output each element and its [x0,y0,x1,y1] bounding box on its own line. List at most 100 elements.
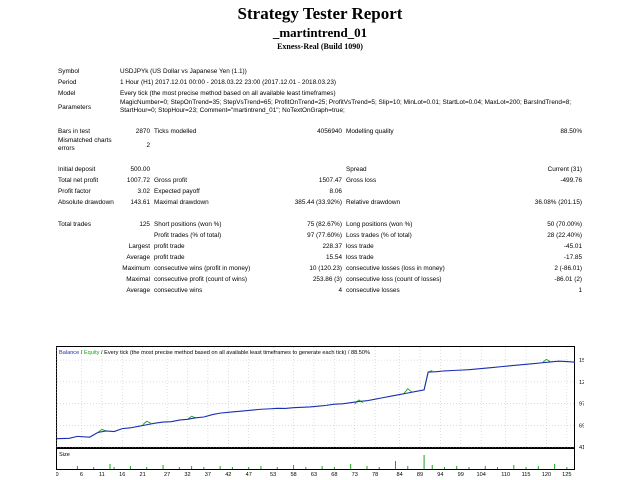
parameters-label: Parameters [58,103,92,111]
maximum-label: Maximum [122,265,150,272]
cons-losses-money-value: 2 (-86.01) [554,265,583,272]
equity-spike [187,415,196,420]
average-profit-label: profit trade [154,254,185,261]
profit-trades-value: 97 (77.60%) [307,232,342,239]
largest-loss-label: loss trade [346,243,374,250]
equity-spike [97,428,107,433]
largest-profit-value: 228.37 [322,243,342,250]
model-label: Model [58,90,76,97]
largest-loss-value: -45.01 [563,243,583,250]
row-maximum: Maximum consecutive wins (profit in mone… [56,263,584,274]
cons-profit-count-value: 253.86 (3) [312,276,342,283]
x-tick-label: 0 [56,472,59,478]
avg-cons-wins-label: consecutive wins [154,287,203,294]
size-panel [56,448,575,470]
gross-loss-value: -499.76 [560,177,583,184]
row-mismatched: Mismatched charts errors 2 [56,137,584,153]
max-drawdown-value: 385.44 (33.92%) [294,199,342,206]
cons-losses-money-label: consecutive losses (loss in money) [346,265,445,272]
average-profit-value: 15.54 [326,254,342,261]
expected-payoff-value: 8.06 [329,188,342,195]
largest-profit-label: profit trade [154,243,185,250]
x-tick-label: 6 [80,472,83,478]
average-label: Average [126,254,150,261]
average-loss-label: loss trade [346,254,374,261]
row-total-trades: Total trades 125 Short positions (won %)… [56,219,584,230]
x-tick-label: 73 [352,472,358,478]
row-model: Model Every tick (the most precise metho… [56,88,584,99]
y-tick-label: 1534 [579,358,584,364]
quality-value: 88.50% [560,128,583,135]
avg-cons-wins-value: 4 [338,287,342,294]
x-tick-label: 68 [331,472,337,478]
mismatched-label: Mismatched charts errors [58,137,112,152]
net-profit-label: Total net profit [58,177,99,184]
x-tick-label: 63 [311,472,317,478]
x-tick-label: 115 [522,472,531,478]
deposit-label: Initial deposit [58,166,96,173]
size-bars [76,455,568,469]
loss-trades-label: Loss trades (% of total) [346,232,412,239]
abs-drawdown-value: 143.61 [130,199,150,206]
spread-value: Current (31) [547,166,583,173]
short-value: 75 (82.67%) [307,221,342,228]
avg-cons-losses-value: 1 [578,287,583,294]
loss-trades-value: 28 (22.40%) [547,232,583,239]
row-net-profit: Total net profit 1007.72 Gross profit 15… [56,175,584,186]
row-period: Period 1 Hour (H1) 2017.12.01 00:00 - 20… [56,77,584,88]
x-tick-label: 58 [290,472,296,478]
expert-name: _martintrend_01 [272,25,368,40]
average-cons-label: Average [126,287,150,294]
x-tick-label: 78 [372,472,378,478]
period-value: 1 Hour (H1) 2017.12.01 00:00 - 2018.03.2… [120,79,337,86]
parameters-value: MagicNumber=0; StepOnTrend=35; StepVsTre… [120,99,572,114]
x-tick-label: 110 [501,472,510,478]
equity-spike [542,358,551,364]
x-tick-label: 47 [246,472,252,478]
y-axis-labels: 1534 1254 974 693 413 [579,358,584,451]
report-table: Symbol USDJPYk (US Dollar vs Japanese Ye… [56,66,584,296]
x-tick-label: 32 [184,472,190,478]
row-largest: Largest profit trade 228.37 loss trade -… [56,241,584,252]
equity-spike [142,420,152,426]
symbol-value: USDJPYk (US Dollar vs Japanese Yen (1.1)… [120,68,247,75]
avg-cons-losses-label: consecutive losses [346,287,400,294]
mismatched-value: 2 [146,141,150,149]
abs-drawdown-label: Absolute drawdown [58,198,114,206]
chart-series [56,358,576,440]
ticks-value: 4056940 [317,128,342,135]
x-tick-label: 27 [164,472,170,478]
legend-equity: Equity [84,350,100,356]
long-value: 50 (70.00%) [547,221,583,228]
y-tick-label: 693 [579,423,584,429]
size-label: Size [59,452,70,458]
short-label: Short positions (won %) [154,221,222,228]
x-tick-label: 94 [437,472,443,478]
gross-profit-value: 1507.47 [318,177,342,184]
balance-chart: 1534 1254 974 693 413 Balance / Equity / Eve… [56,346,584,478]
row-parameters: Parameters MagicNumber=0; StepOnTrend=35… [56,99,584,115]
legend-balance: Balance [59,350,79,356]
y-tick-label: 974 [579,402,584,408]
quality-label: Modelling quality [346,128,394,135]
model-value: Every tick (the most precise method base… [120,90,336,97]
row-bars: Bars in test 2870 Ticks modelled 4056940… [56,126,584,137]
cons-wins-money-value: 10 (120.23) [309,265,342,272]
x-tick-label: 125 [562,472,571,478]
cons-loss-count-label: consecutive loss (count of losses) [346,276,442,283]
total-trades-label: Total trades [58,221,92,228]
y-tick-label: 413 [579,445,584,451]
net-profit-value: 1007.72 [126,177,150,184]
report-title: Strategy Tester Report [237,4,403,23]
period-label: Period [58,79,77,86]
cons-wins-money-label: consecutive wins (profit in money) [154,265,251,272]
x-tick-label: 37 [205,472,211,478]
row-deposit: Initial deposit 500.00 Spread Current (3… [56,164,584,175]
bars-label: Bars in test [58,128,90,135]
legend-separator: / [79,350,84,356]
spread-label: Spread [346,166,367,173]
x-tick-label: 89 [417,472,423,478]
legend-description: / Every tick (the most precise method ba… [99,350,370,356]
long-label: Long positions (won %) [346,221,413,228]
x-tick-label: 16 [119,472,125,478]
